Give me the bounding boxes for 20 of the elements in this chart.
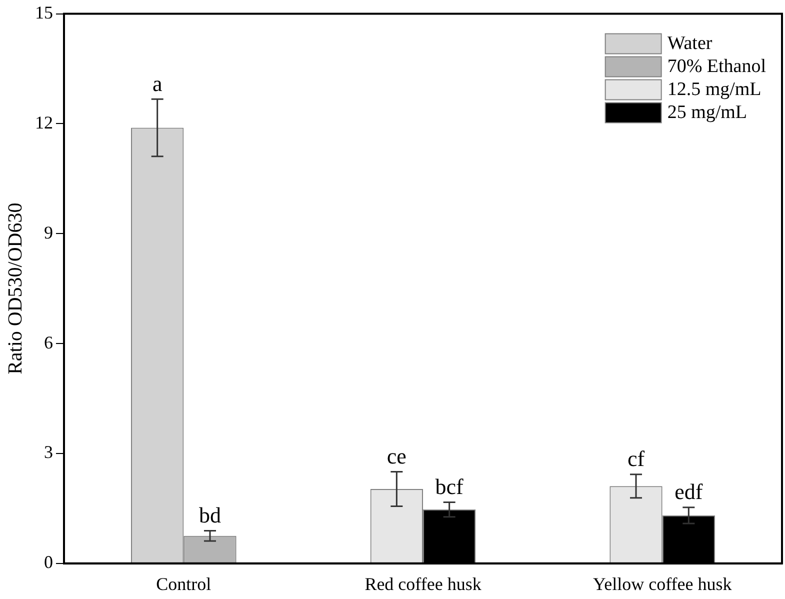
data-label: a — [152, 70, 162, 96]
x-tick-label: Red coffee husk — [364, 574, 482, 594]
legend-label: 25 mg/mL — [667, 102, 748, 123]
y-tick-label: 9 — [44, 222, 53, 242]
y-tick-label: 12 — [35, 112, 53, 132]
y-tick-label: 15 — [35, 2, 53, 23]
legend-label: 12.5 mg/mL — [667, 78, 762, 100]
y-tick-label: 6 — [44, 332, 53, 352]
legend-label: 70% Ethanol — [667, 56, 766, 77]
data-label: ce — [386, 444, 406, 469]
data-label: edf — [674, 479, 704, 504]
data-label: cf — [627, 446, 646, 472]
y-tick-label: 0 — [44, 552, 53, 572]
legend-label: Water — [667, 32, 713, 54]
y-axis-title: Ratio OD530/OD630 — [4, 202, 26, 374]
x-tick-label: Control — [156, 574, 212, 594]
data-label: bcf — [435, 474, 464, 499]
x-tick-label: Yellow coffee husk — [592, 574, 732, 594]
y-tick-label: 3 — [44, 442, 53, 462]
data-label: bd — [198, 502, 221, 528]
